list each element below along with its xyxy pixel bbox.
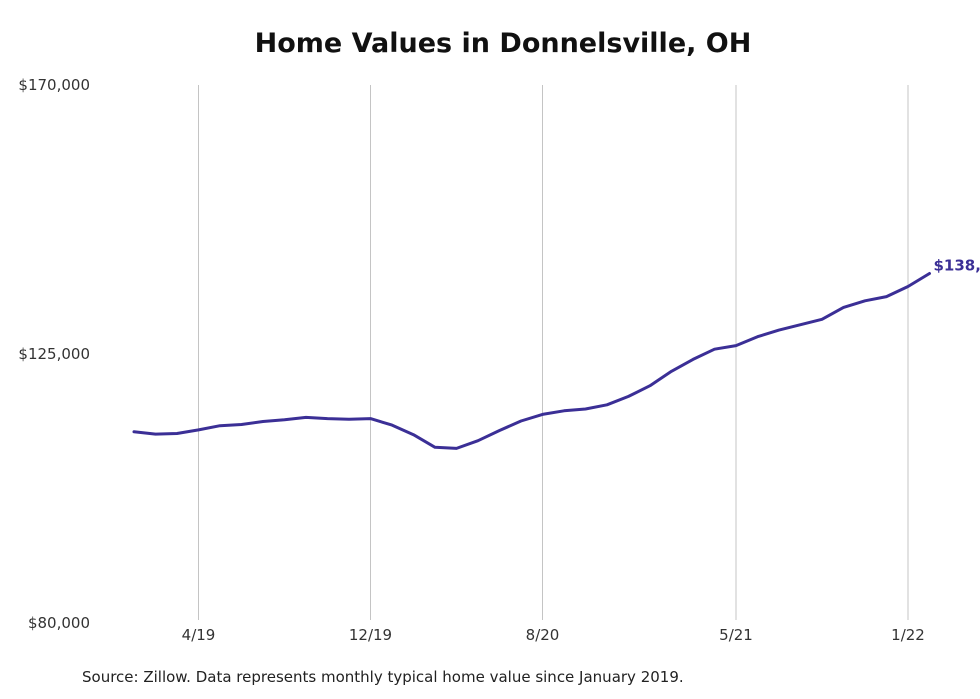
y-tick-label: $80,000 [28,614,90,632]
x-tick-label: 5/21 [719,626,753,644]
chart-title: Home Values in Donnelsville, OH [254,28,752,59]
x-tick-label: 8/20 [526,626,560,644]
source-note: Source: Zillow. Data represents monthly … [82,668,684,686]
end-value-label: $138,466 [934,257,980,275]
x-axis-tick-labels: 4/19 12/19 8/20 5/21 1/22 [182,626,925,644]
y-axis-tick-labels: $170,000 $125,000 $80,000 [18,76,90,632]
x-tick-label: 12/19 [349,626,392,644]
y-tick-label: $170,000 [18,76,90,94]
x-tick-label: 4/19 [182,626,216,644]
y-tick-label: $125,000 [18,345,90,363]
vertical-gridlines [198,85,909,620]
x-tick-label: 1/22 [891,626,925,644]
series-line [132,272,931,450]
series-layer: $138,466 [132,257,980,450]
